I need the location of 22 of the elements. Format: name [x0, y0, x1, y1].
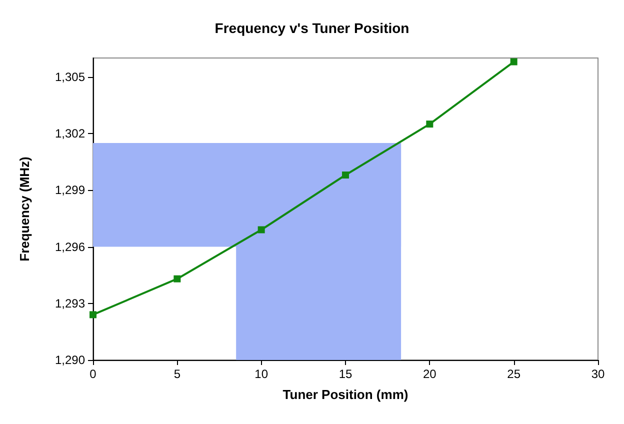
x-tick-label: 5 — [174, 367, 181, 381]
point — [258, 226, 265, 234]
point — [174, 275, 181, 282]
x-tick-label: 15 — [338, 367, 352, 381]
point — [342, 172, 349, 179]
x-tick-label: 0 — [90, 367, 97, 381]
y-tick-label: 1,305 — [54, 70, 86, 84]
x-tick-label: 25 — [507, 367, 521, 381]
point — [510, 58, 518, 66]
y-tick-label: 1,299 — [54, 183, 86, 198]
x-tick-label: 30 — [591, 367, 605, 381]
x-tick-label: 10 — [254, 367, 268, 381]
y-axis-title: Frequency (MHz) — [17, 156, 32, 262]
x-axis-title: Tuner Position (mm) — [282, 387, 408, 402]
y-tick-label: 1,293 — [54, 296, 86, 310]
x-tick-label: 20 — [422, 367, 437, 381]
chart-title: Frequency v's Tuner Position — [214, 20, 410, 36]
y-tick-label: 1,296 — [54, 240, 86, 254]
point — [426, 120, 434, 128]
y-tick-label: 1,302 — [54, 126, 86, 140]
y-tick-label: 1,290 — [54, 353, 86, 367]
point — [90, 311, 96, 318]
